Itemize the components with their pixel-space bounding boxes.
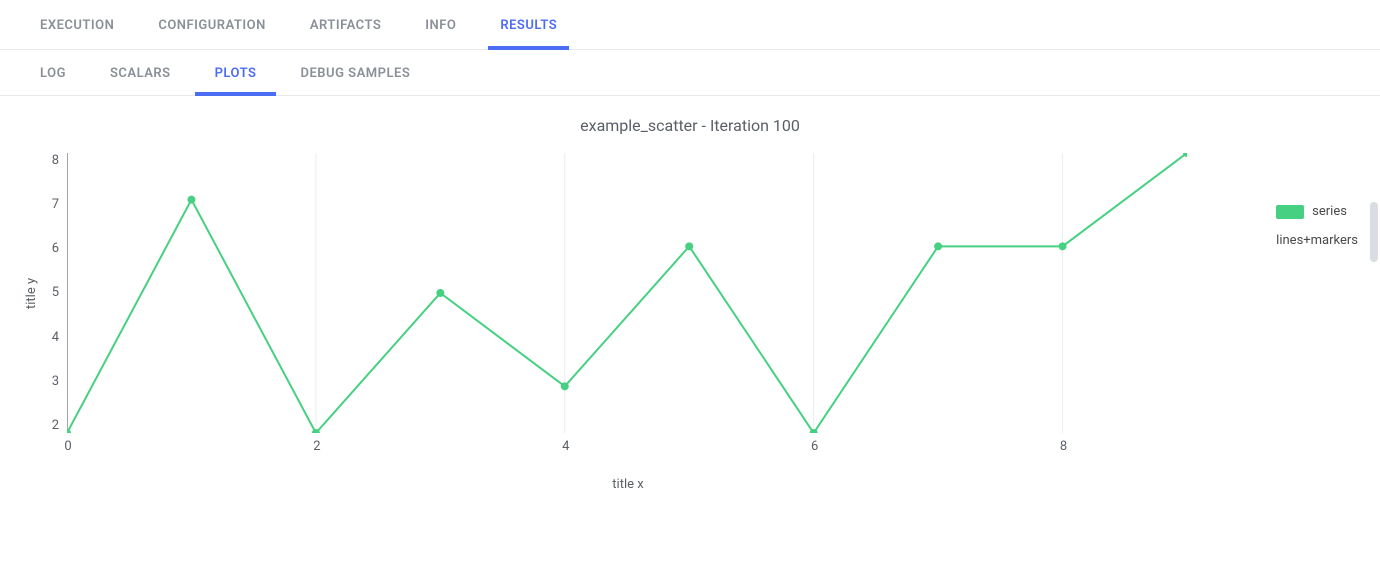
legend-item-series[interactable]: series	[1276, 204, 1358, 219]
tab-results[interactable]: RESULTS	[478, 0, 579, 49]
legend-item-mode[interactable]: lines+markers	[1276, 233, 1358, 248]
tab-artifacts[interactable]: ARTIFACTS	[288, 0, 403, 49]
y-tick: 4	[43, 330, 59, 345]
plot-title: example_scatter - Iteration 100	[0, 116, 1380, 135]
y-axis-label: title y	[20, 153, 43, 433]
chart-area: title y 8 7 6 5 4 3 2	[0, 153, 1380, 433]
x-tick: 6	[811, 439, 818, 454]
legend-label: series	[1312, 204, 1347, 219]
primary-tab-bar: EXECUTION CONFIGURATION ARTIFACTS INFO R…	[0, 0, 1380, 50]
tab-execution[interactable]: EXECUTION	[18, 0, 136, 49]
subtab-scalars[interactable]: SCALARS	[88, 50, 193, 95]
subtab-log[interactable]: LOG	[18, 50, 88, 95]
x-axis-label: title x	[68, 477, 1188, 492]
subtab-debug-samples[interactable]: DEBUG SAMPLES	[278, 50, 432, 95]
x-tick: 0	[64, 439, 71, 454]
scrollbar[interactable]	[1370, 202, 1378, 262]
x-tick: 8	[1060, 439, 1067, 454]
x-tick: 4	[562, 439, 569, 454]
plot-svg	[67, 153, 1187, 433]
y-axis-ticks: 8 7 6 5 4 3 2	[43, 153, 67, 433]
x-tick: 2	[313, 439, 320, 454]
y-tick: 2	[43, 418, 59, 433]
tab-configuration[interactable]: CONFIGURATION	[136, 0, 287, 49]
y-tick: 5	[43, 285, 59, 300]
plot-canvas[interactable]	[67, 153, 1187, 433]
y-tick: 3	[43, 374, 59, 389]
legend: series lines+markers	[1276, 204, 1358, 262]
y-tick: 8	[43, 153, 59, 168]
secondary-tab-bar: LOG SCALARS PLOTS DEBUG SAMPLES	[0, 50, 1380, 96]
plot-container: example_scatter - Iteration 100 title y …	[0, 96, 1380, 492]
x-axis-ticks: 02468	[68, 439, 1188, 463]
y-tick: 6	[43, 241, 59, 256]
legend-swatch-icon	[1276, 205, 1304, 219]
legend-label: lines+markers	[1276, 233, 1358, 248]
tab-info[interactable]: INFO	[403, 0, 478, 49]
subtab-plots[interactable]: PLOTS	[193, 50, 279, 95]
y-tick: 7	[43, 197, 59, 212]
